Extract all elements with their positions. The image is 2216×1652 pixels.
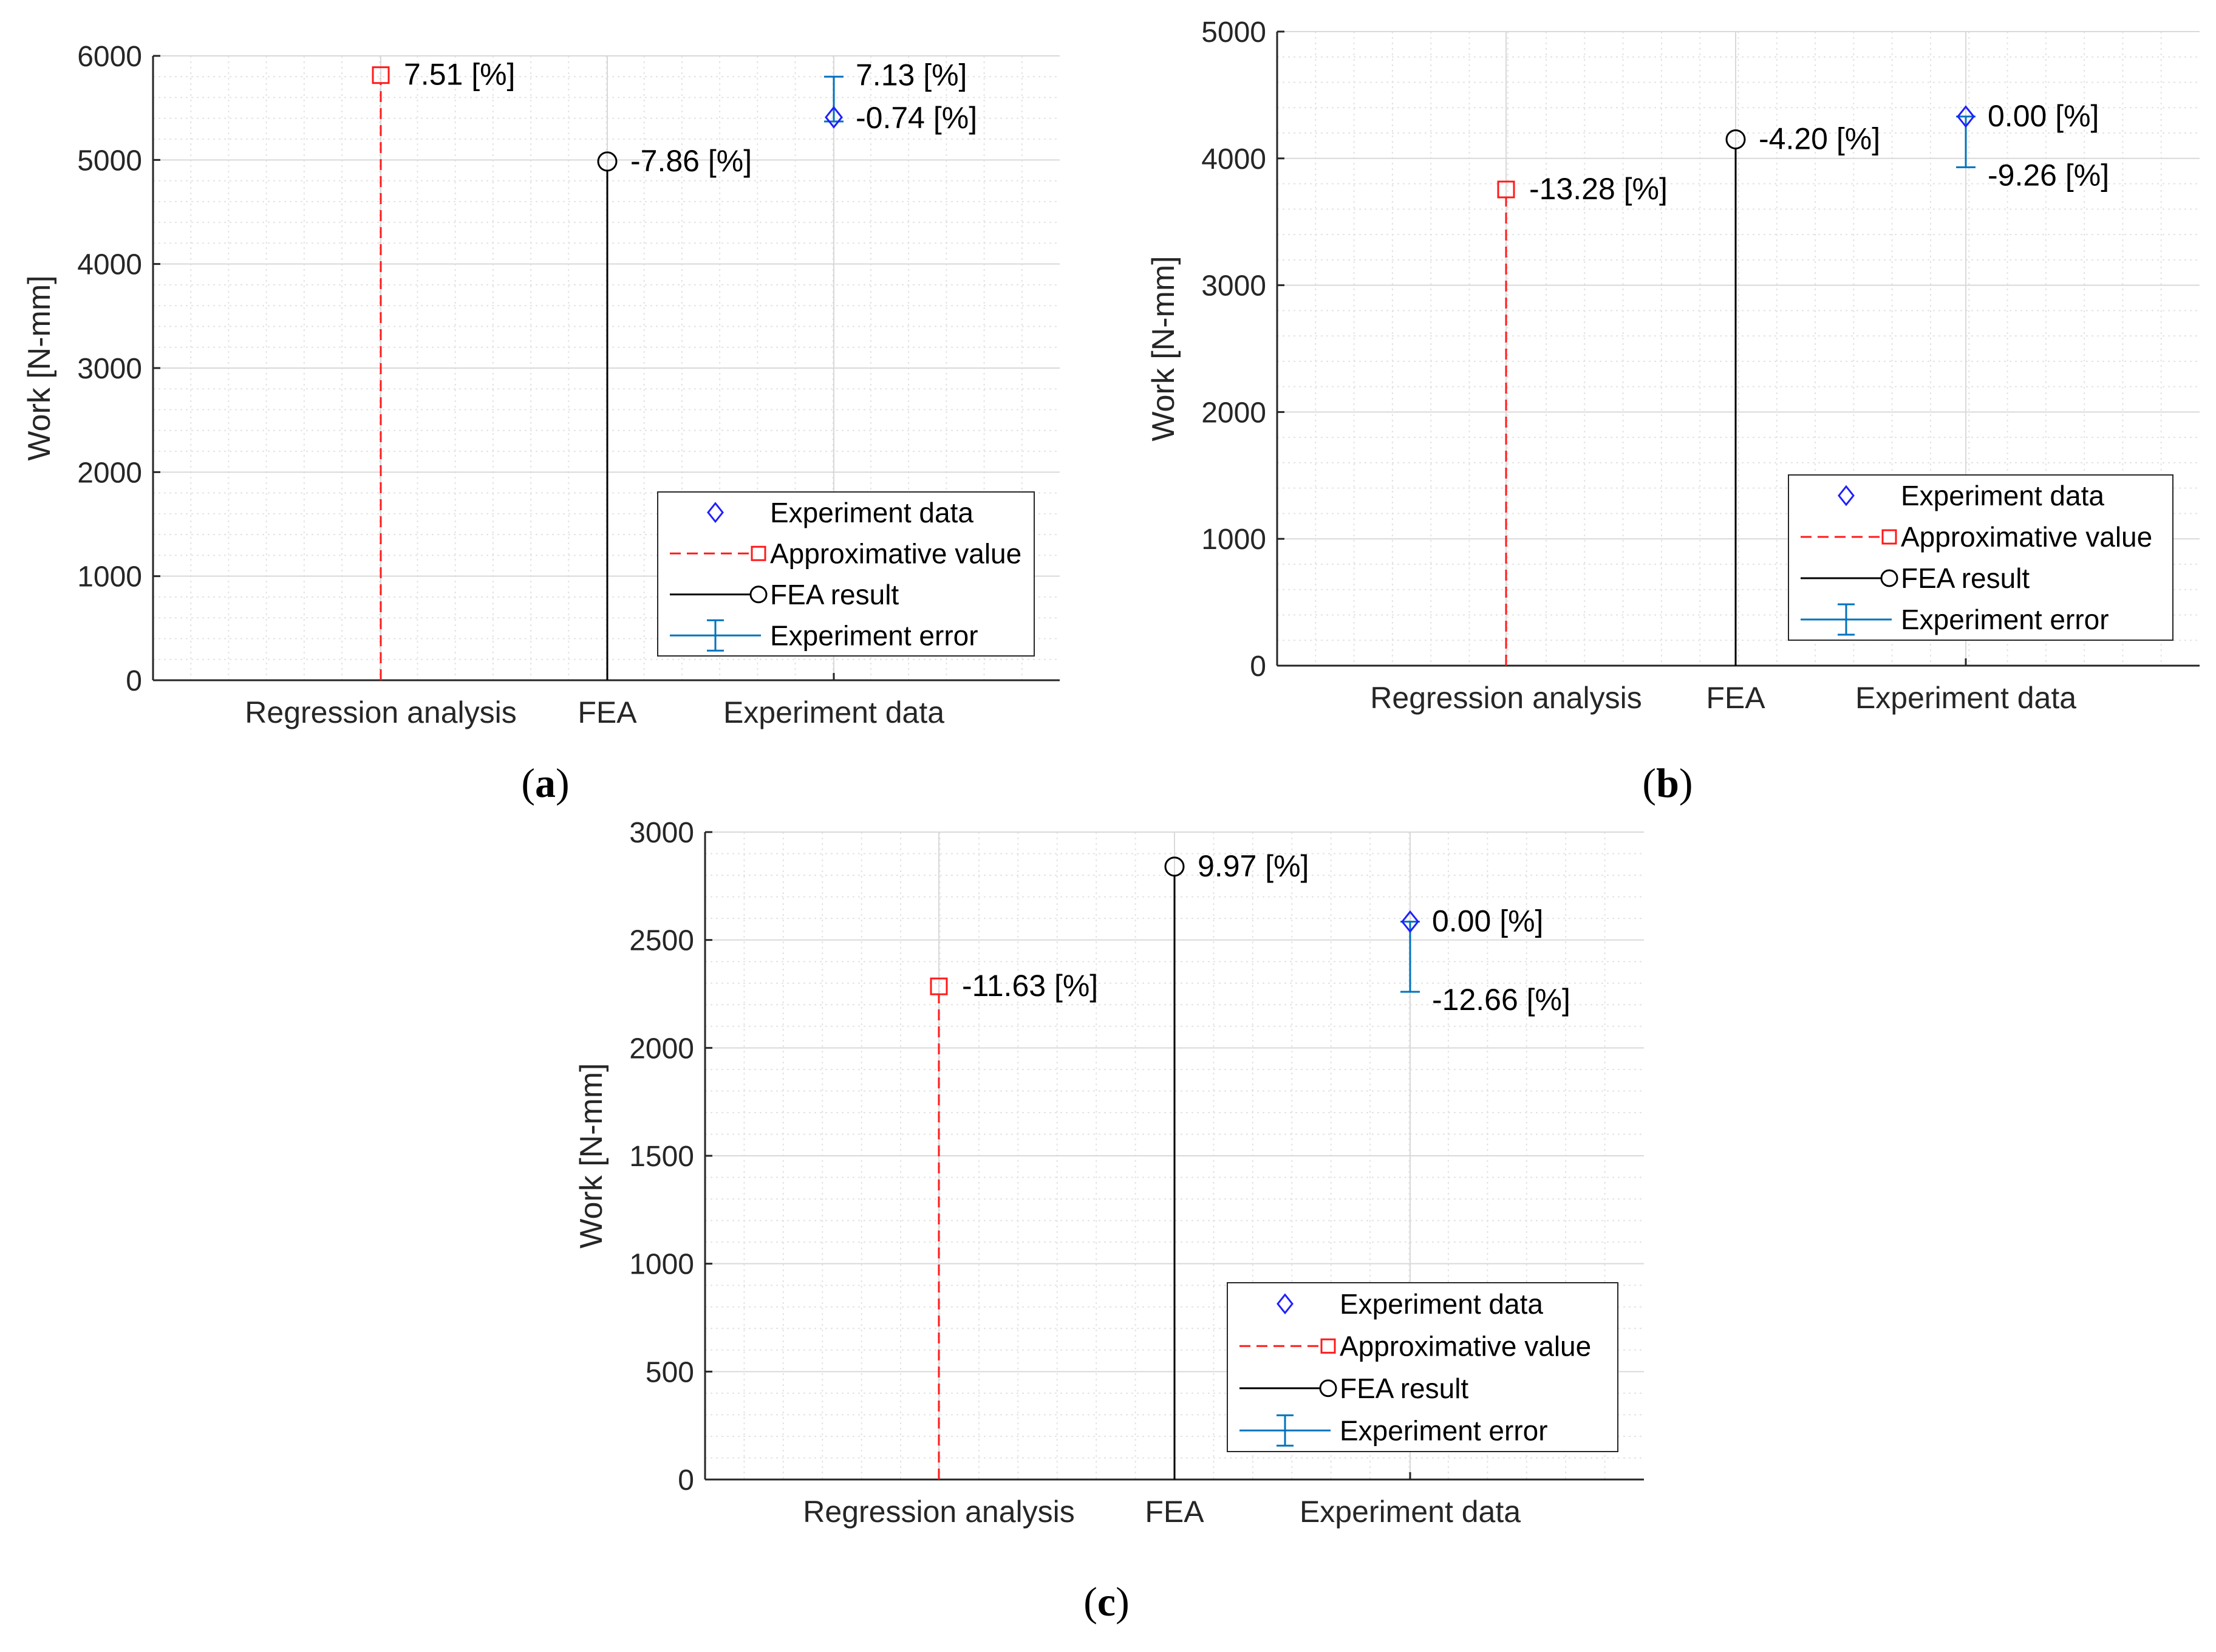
fea-marker — [597, 151, 618, 172]
legend-box — [1227, 1282, 1618, 1452]
legend: Experiment data Approximative value FEA re… — [1788, 474, 2173, 641]
y-tick-label: 500 — [646, 1356, 694, 1388]
x-tick-label: FEA — [1145, 1495, 1204, 1529]
fea-label: -4.20 [%] — [1759, 121, 1880, 155]
y-tick-label: 0 — [126, 665, 142, 697]
x-tick-label: FEA — [1706, 681, 1765, 715]
experiment-label-low: -12.66 [%] — [1432, 983, 1570, 1017]
x-tick-label: Regression analysis — [245, 695, 516, 729]
legend-label: Approximative value — [1901, 521, 2152, 553]
x-tick-label: Experiment data — [1855, 681, 2076, 715]
x-tick-label: Regression analysis — [1370, 681, 1642, 715]
legend-experiment-marker — [1277, 1293, 1294, 1315]
approximative-marker — [930, 977, 948, 995]
legend-approx-marker — [1320, 1338, 1336, 1354]
approximative-label: 7.51 [%] — [404, 58, 515, 92]
y-tick-label: 6000 — [77, 41, 142, 73]
y-tick-label: 1500 — [629, 1141, 694, 1173]
legend-label: Approximative value — [1340, 1330, 1591, 1362]
experiment-label-high: 7.13 [%] — [856, 58, 967, 92]
panel-b: 0 1000 2000 3000 4000 5000 Regression analysis… — [1146, 16, 2200, 715]
legend-label: FEA result — [1901, 562, 2030, 594]
x-tick-label: Regression analysis — [803, 1495, 1074, 1529]
y-tick-label: 0 — [678, 1464, 694, 1497]
legend-label: Experiment error — [1340, 1415, 1548, 1446]
experiment-label-high: 0.00 [%] — [1432, 904, 1543, 938]
x-tick-label: Experiment data — [723, 695, 944, 729]
experiment-marker — [1401, 910, 1419, 934]
legend-label: FEA result — [1340, 1373, 1468, 1404]
legend-experiment-marker — [1838, 485, 1855, 507]
legend-label: FEA result — [770, 579, 899, 610]
y-axis-label: Work [N-mm] — [1146, 256, 1181, 441]
approximative-label: -13.28 [%] — [1529, 172, 1668, 206]
approximative-label: -11.63 [%] — [962, 969, 1098, 1003]
legend-approx-marker — [751, 545, 766, 561]
y-tick-label: 5000 — [1201, 16, 1266, 49]
legend-box — [1788, 474, 2173, 641]
y-tick-label: 2000 — [77, 457, 142, 489]
experiment-label-high: 0.00 [%] — [1988, 99, 2099, 133]
legend-label: Approximative value — [770, 538, 1021, 569]
fea-label: 9.97 [%] — [1198, 849, 1309, 883]
y-tick-label: 3000 — [77, 353, 142, 385]
legend-fea-marker — [1880, 569, 1898, 587]
legend-box — [657, 491, 1035, 657]
panel-label-a: (a) — [521, 760, 569, 806]
legend: Experiment data Approximative value FEA re… — [657, 491, 1035, 657]
y-tick-label: 0 — [1250, 650, 1266, 683]
x-tick-label: FEA — [578, 695, 637, 729]
legend-fea-marker — [1319, 1379, 1337, 1398]
legend-experiment-marker — [707, 502, 724, 524]
y-tick-label: 2500 — [629, 925, 694, 957]
approximative-marker — [372, 66, 390, 84]
legend-label: Experiment error — [770, 620, 978, 651]
y-tick-label: 3000 — [629, 817, 694, 849]
y-tick-label: 5000 — [77, 145, 142, 177]
legend: Experiment data Approximative value FEA re… — [1227, 1282, 1618, 1452]
legend-label: Experiment data — [1340, 1288, 1543, 1320]
y-tick-label: 3000 — [1201, 270, 1266, 302]
panel-label-c: (c) — [1083, 1579, 1130, 1625]
fea-marker — [1164, 856, 1185, 877]
experiment-marker — [1957, 105, 1975, 128]
y-axis-label: Work [N-mm] — [574, 1063, 609, 1248]
y-tick-label: 4000 — [77, 249, 142, 281]
y-tick-label: 1000 — [1201, 524, 1266, 556]
panel-c: 0 500 1000 1500 2000 2500 3000 Regression analy… — [574, 817, 1644, 1529]
y-axis-label: Work [N-mm] — [22, 275, 57, 460]
legend-fea-marker — [749, 585, 768, 604]
y-tick-label: 1000 — [629, 1249, 694, 1281]
panel-label-b: (b) — [1642, 760, 1693, 806]
fea-label: -7.86 [%] — [630, 144, 752, 178]
legend-approx-marker — [1881, 529, 1897, 545]
panel-a: 0 1000 2000 3000 4000 5000 6000 Regression anal… — [22, 41, 1060, 729]
experiment-label-low: -0.74 [%] — [856, 101, 977, 135]
y-tick-label: 4000 — [1201, 143, 1266, 176]
y-tick-label: 1000 — [77, 561, 142, 593]
y-tick-label: 2000 — [1201, 397, 1266, 429]
experiment-label-low: -9.26 [%] — [1988, 158, 2109, 192]
legend-label: Experiment error — [1901, 604, 2109, 635]
approximative-marker — [1497, 180, 1515, 199]
fea-marker — [1725, 129, 1746, 149]
x-tick-label: Experiment data — [1300, 1495, 1521, 1529]
legend-label: Experiment data — [1901, 480, 2104, 511]
grid — [1277, 31, 2200, 666]
experiment-marker — [825, 106, 843, 129]
legend-label: Experiment data — [770, 497, 973, 528]
y-tick-label: 2000 — [629, 1032, 694, 1065]
